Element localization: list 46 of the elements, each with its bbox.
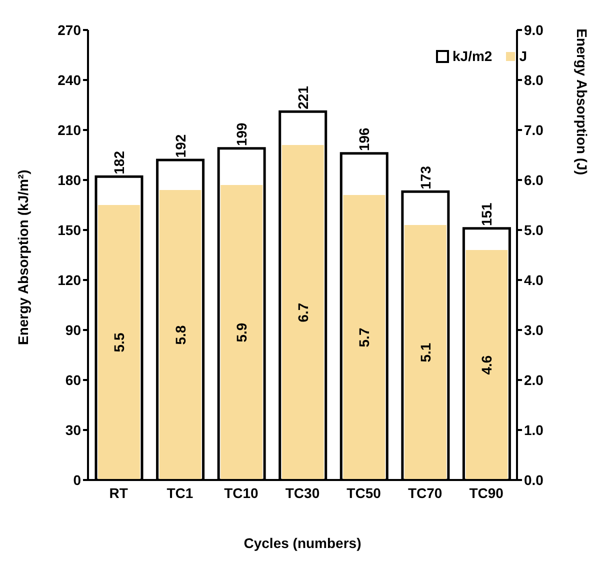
data-label: 221 bbox=[294, 86, 311, 110]
y2-tick-label: 3.0 bbox=[524, 322, 544, 338]
x-tick-label: TC1 bbox=[166, 484, 194, 501]
data-label: 192 bbox=[172, 134, 188, 158]
y2-tick-label: 9.0 bbox=[524, 22, 544, 38]
x-tick-label: TC70 bbox=[408, 484, 442, 501]
y-tick-label: 210 bbox=[58, 122, 82, 138]
y-tick-label: 120 bbox=[58, 272, 82, 288]
data-label: 5.7 bbox=[356, 328, 372, 348]
x-tick-label: TC30 bbox=[285, 484, 320, 501]
y-tick-label: 150 bbox=[58, 222, 82, 238]
y-tick-label: 60 bbox=[65, 372, 82, 388]
x-tick-label: TC50 bbox=[346, 484, 382, 501]
data-label: 196 bbox=[356, 127, 372, 152]
data-label: 5.5 bbox=[111, 332, 127, 352]
y2-tick-label: 8.0 bbox=[524, 72, 544, 88]
legend-label: kJ/m2 bbox=[452, 48, 492, 64]
x-axis-title: Cycles (numbers) bbox=[244, 535, 362, 551]
x-tick-label: RT bbox=[109, 484, 128, 501]
y2-tick-label: 5.0 bbox=[524, 222, 544, 238]
y-tick-label: 180 bbox=[58, 172, 82, 188]
y-tick-label: 270 bbox=[58, 22, 82, 38]
data-label: 182 bbox=[111, 150, 127, 174]
y-tick-label: 240 bbox=[58, 72, 82, 88]
y2-tick-label: 1.0 bbox=[524, 422, 544, 438]
y2-tick-label: 6.0 bbox=[524, 172, 544, 188]
data-label: 151 bbox=[478, 202, 495, 226]
data-label: 173 bbox=[417, 166, 434, 190]
data-label: 5.9 bbox=[234, 322, 250, 342]
legend-label: J bbox=[518, 48, 527, 64]
y-tick-label: 90 bbox=[65, 322, 82, 338]
data-label: 4.6 bbox=[478, 355, 495, 375]
x-tick-label: TC90 bbox=[469, 484, 504, 501]
y-tick-label: 0 bbox=[73, 472, 82, 488]
y2-tick-label: 2.0 bbox=[524, 372, 544, 388]
y2-axis-title: Energy Absorption (J) bbox=[574, 28, 590, 175]
y2-tick-label: 4.0 bbox=[524, 272, 544, 288]
y-tick-label: 30 bbox=[65, 422, 82, 438]
y2-tick-label: 7.0 bbox=[524, 122, 544, 138]
data-label: 5.8 bbox=[172, 325, 188, 345]
data-label: 6.7 bbox=[294, 302, 311, 322]
x-tick-label: TC10 bbox=[224, 484, 259, 501]
y2-tick-label: 0.0 bbox=[524, 472, 544, 488]
data-label: 5.1 bbox=[417, 342, 434, 362]
data-label: 199 bbox=[234, 122, 250, 146]
y-axis-title: Energy Absorption (kJ/m²) bbox=[14, 170, 31, 345]
